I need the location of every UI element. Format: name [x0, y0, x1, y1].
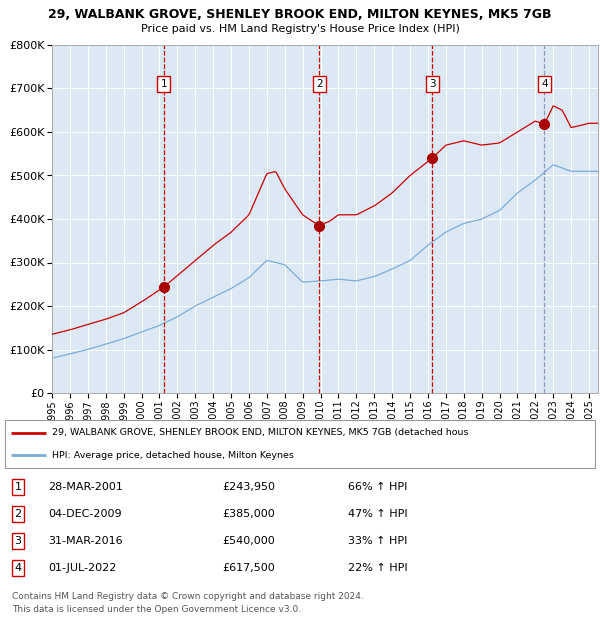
Text: 33% ↑ HPI: 33% ↑ HPI — [348, 536, 407, 546]
Text: Price paid vs. HM Land Registry's House Price Index (HPI): Price paid vs. HM Land Registry's House … — [140, 24, 460, 34]
Text: 22% ↑ HPI: 22% ↑ HPI — [348, 563, 407, 573]
Text: 28-MAR-2001: 28-MAR-2001 — [48, 482, 123, 492]
Text: 04-DEC-2009: 04-DEC-2009 — [48, 509, 122, 519]
Text: 4: 4 — [541, 79, 548, 89]
Text: 01-JUL-2022: 01-JUL-2022 — [48, 563, 116, 573]
FancyBboxPatch shape — [5, 420, 595, 468]
Text: £617,500: £617,500 — [222, 563, 275, 573]
Text: 31-MAR-2016: 31-MAR-2016 — [48, 536, 122, 546]
Text: £243,950: £243,950 — [222, 482, 275, 492]
Text: 3: 3 — [14, 536, 22, 546]
Text: 66% ↑ HPI: 66% ↑ HPI — [348, 482, 407, 492]
Text: 29, WALBANK GROVE, SHENLEY BROOK END, MILTON KEYNES, MK5 7GB: 29, WALBANK GROVE, SHENLEY BROOK END, MI… — [48, 8, 552, 21]
Text: HPI: Average price, detached house, Milton Keynes: HPI: Average price, detached house, Milt… — [52, 451, 294, 459]
Text: 1: 1 — [160, 79, 167, 89]
Text: 4: 4 — [14, 563, 22, 573]
Text: £385,000: £385,000 — [222, 509, 275, 519]
Text: £540,000: £540,000 — [222, 536, 275, 546]
Text: 1: 1 — [14, 482, 22, 492]
Text: 47% ↑ HPI: 47% ↑ HPI — [348, 509, 407, 519]
Text: 2: 2 — [14, 509, 22, 519]
Text: 3: 3 — [429, 79, 436, 89]
Text: 2: 2 — [316, 79, 322, 89]
Text: 29, WALBANK GROVE, SHENLEY BROOK END, MILTON KEYNES, MK5 7GB (detached hous: 29, WALBANK GROVE, SHENLEY BROOK END, MI… — [52, 428, 469, 438]
Text: Contains HM Land Registry data © Crown copyright and database right 2024.
This d: Contains HM Land Registry data © Crown c… — [12, 592, 364, 614]
